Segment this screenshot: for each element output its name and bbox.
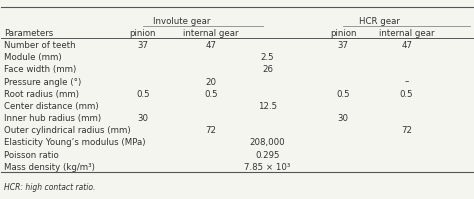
Text: 72: 72 [401, 126, 412, 135]
Text: 26: 26 [262, 65, 273, 74]
Text: 0.5: 0.5 [400, 90, 413, 99]
Text: 30: 30 [137, 114, 148, 123]
Text: Inner hub radius (mm): Inner hub radius (mm) [4, 114, 101, 123]
Text: pinion: pinion [129, 29, 156, 38]
Text: Center distance (mm): Center distance (mm) [4, 102, 99, 111]
Text: HCR: high contact ratio.: HCR: high contact ratio. [4, 183, 95, 192]
Text: Outer cylindrical radius (mm): Outer cylindrical radius (mm) [4, 126, 130, 135]
Text: 37: 37 [137, 41, 148, 50]
Text: Root radius (mm): Root radius (mm) [4, 90, 79, 99]
Text: 47: 47 [206, 41, 217, 50]
Text: 20: 20 [206, 78, 217, 87]
Text: 7.85 × 10³: 7.85 × 10³ [245, 163, 291, 172]
Text: HCR gear: HCR gear [359, 17, 400, 26]
Text: 72: 72 [206, 126, 217, 135]
Text: Involute gear: Involute gear [153, 17, 210, 26]
Text: 0.5: 0.5 [136, 90, 150, 99]
Text: 30: 30 [337, 114, 348, 123]
Text: 37: 37 [337, 41, 348, 50]
Text: Elasticity Young’s modulus (MPa): Elasticity Young’s modulus (MPa) [4, 138, 145, 147]
Text: pinion: pinion [330, 29, 356, 38]
Text: Poisson ratio: Poisson ratio [4, 150, 58, 160]
Text: 47: 47 [401, 41, 412, 50]
Text: 0.5: 0.5 [336, 90, 350, 99]
Text: Module (mm): Module (mm) [4, 53, 61, 62]
Text: Pressure angle (°): Pressure angle (°) [4, 78, 81, 87]
Text: internal gear: internal gear [183, 29, 239, 38]
Text: 2.5: 2.5 [261, 53, 274, 62]
Text: internal gear: internal gear [379, 29, 434, 38]
Text: Number of teeth: Number of teeth [4, 41, 75, 50]
Text: 0.5: 0.5 [204, 90, 218, 99]
Text: Parameters: Parameters [4, 29, 53, 38]
Text: –: – [404, 78, 409, 87]
Text: Mass density (kg/m³): Mass density (kg/m³) [4, 163, 95, 172]
Text: Face width (mm): Face width (mm) [4, 65, 76, 74]
Text: 12.5: 12.5 [258, 102, 277, 111]
Text: 208,000: 208,000 [250, 138, 285, 147]
Text: 0.295: 0.295 [255, 150, 280, 160]
